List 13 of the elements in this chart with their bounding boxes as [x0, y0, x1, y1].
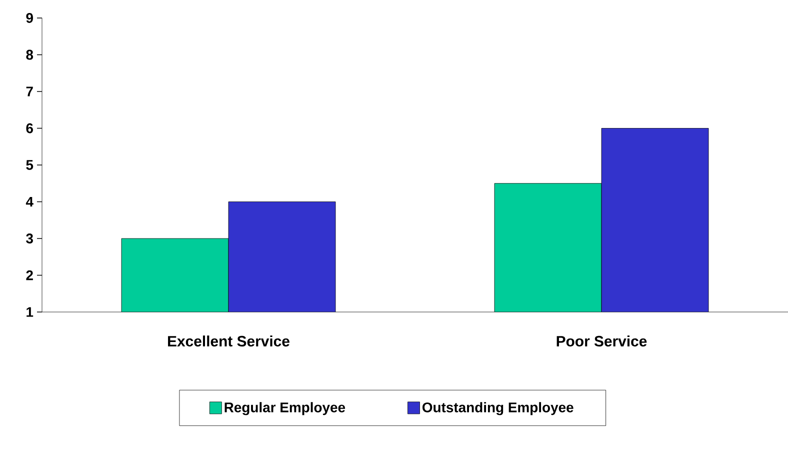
y-tick-label: 4 — [26, 196, 34, 207]
x-tick-label: Excellent Service — [168, 336, 290, 346]
y-tick-label: 1 — [26, 307, 34, 317]
legend-label: Outstanding Employee — [422, 402, 574, 416]
y-tick-label: 2 — [26, 270, 33, 280]
legend-label: Regular Employee — [224, 402, 346, 416]
y-tick-label: 9 — [26, 13, 33, 23]
y-tick-label: 7 — [26, 86, 33, 96]
x-tick-label: Poor Service — [556, 336, 647, 346]
y-tick-label: 5 — [26, 160, 34, 170]
y-tick-label: 6 — [26, 123, 33, 134]
y-tick-label: 3 — [26, 234, 33, 244]
y-tick-label: 8 — [26, 50, 34, 60]
